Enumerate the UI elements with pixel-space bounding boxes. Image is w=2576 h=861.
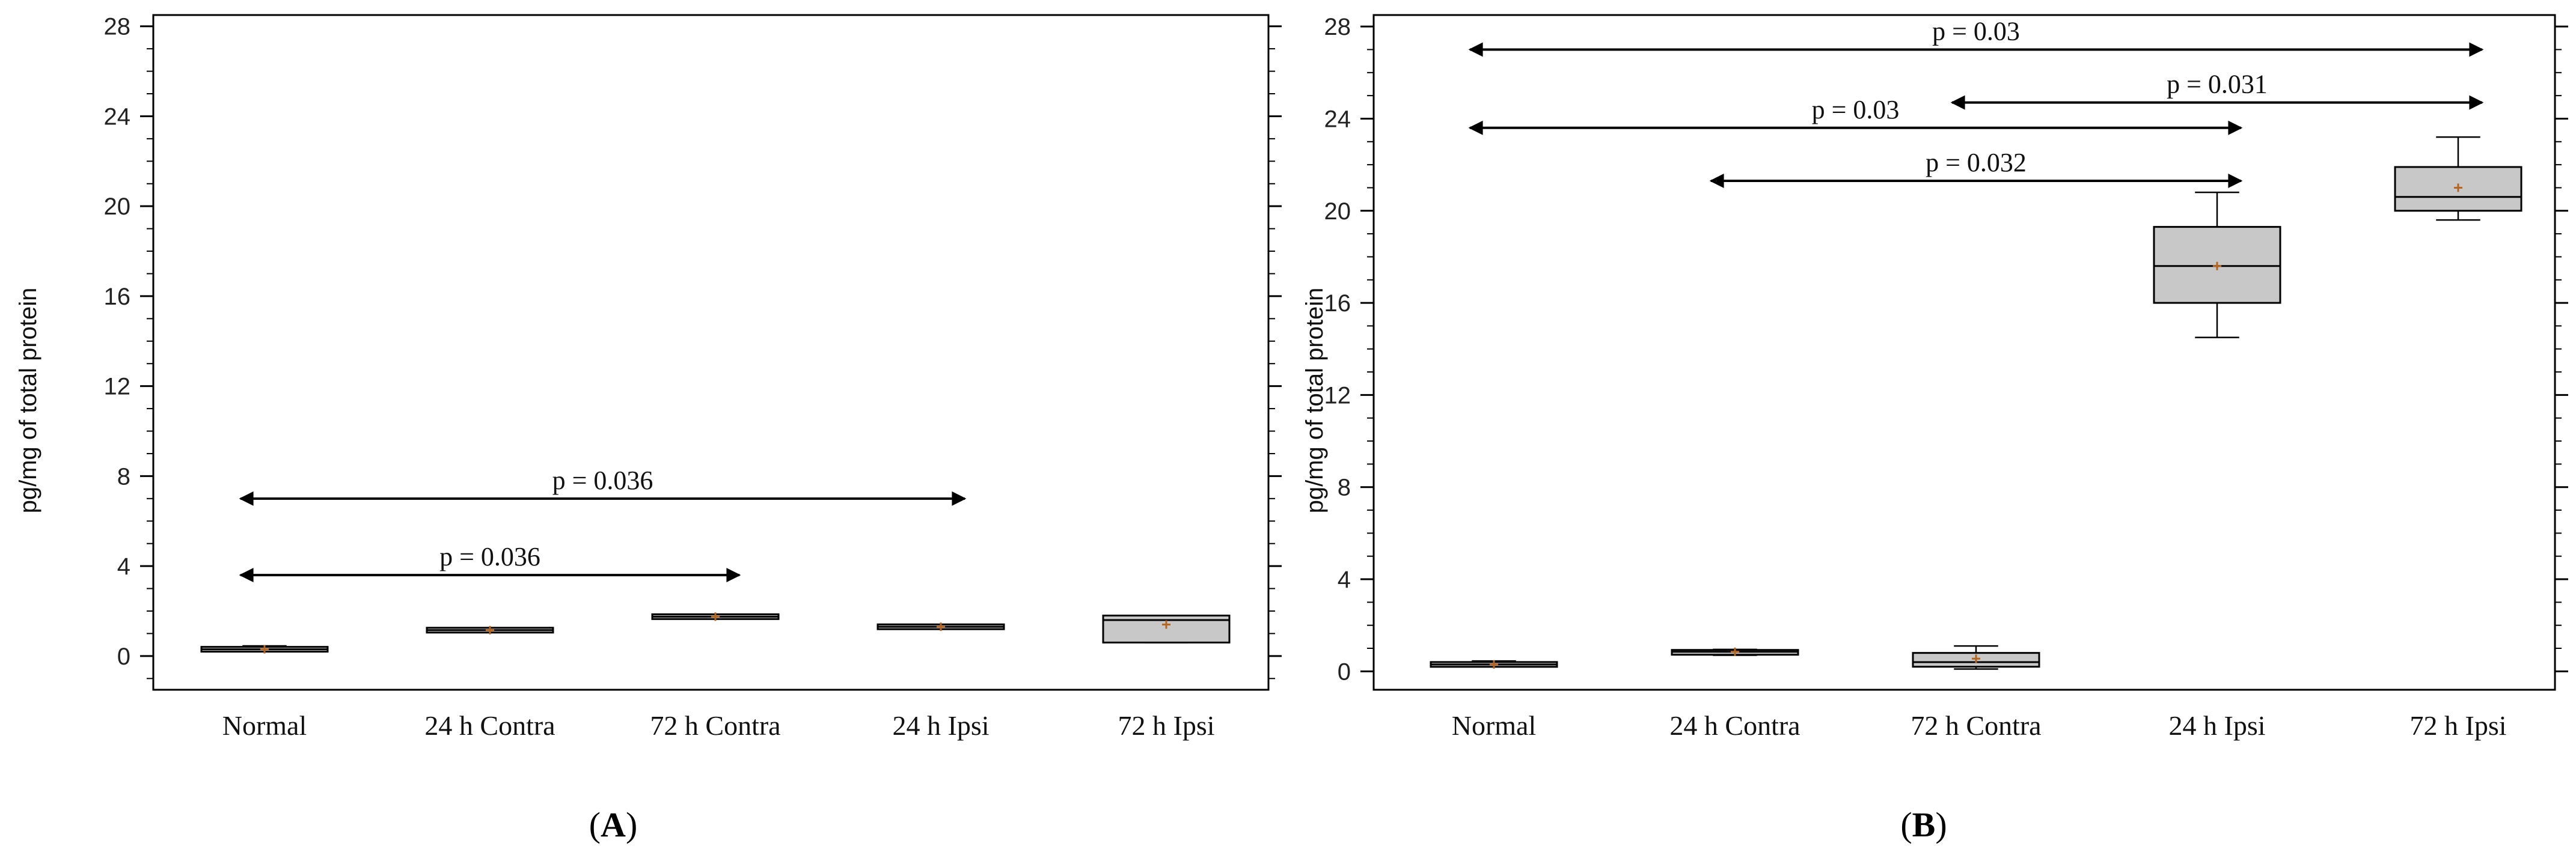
x-category-label: 24 h Contra (1669, 710, 1800, 741)
y-tick-label: 12 (1324, 382, 1351, 409)
y-tick-label: 0 (117, 643, 130, 670)
x-category-label: Normal (222, 710, 307, 741)
box-72-h-ipsi (1102, 614, 1231, 643)
x-category-label: 24 h Ipsi (893, 710, 990, 741)
box-24-h-ipsi (2153, 191, 2281, 338)
box-72-h-ipsi (2394, 136, 2522, 221)
y-tick-label: 24 (1324, 106, 1351, 132)
box-24-h-ipsi (877, 622, 1005, 631)
x-category-label: 72 h Ipsi (1118, 710, 1215, 741)
y-tick-label: 4 (1338, 567, 1351, 593)
y-tick-label: 24 (104, 103, 131, 130)
box-24-h-contra (426, 625, 554, 634)
y-tick-label: 12 (104, 374, 131, 400)
x-category-label: Normal (1452, 710, 1537, 741)
chart-panel-a: 0 4 8 12 16 20 24 28 pg/mg of total protein Norma… (15, 14, 1282, 844)
y-tick-label: 28 (1324, 14, 1351, 40)
x-category-label: 72 h Contra (1911, 710, 2041, 741)
y-axis-title: pg/mg of total protein (1302, 288, 1328, 514)
significance-annotation: p = 0.03 (1468, 95, 2243, 135)
box-normal (1430, 660, 1558, 669)
chart-panel-b: 0 4 8 12 16 20 24 28 pg/mg of total protein Norma… (1302, 14, 2568, 844)
significance-annotation: p = 0.03 (1468, 16, 2484, 57)
box-normal (200, 645, 329, 654)
y-tick-label: 16 (104, 284, 131, 310)
y-tick-label: 8 (1338, 475, 1351, 501)
plot-frame (152, 14, 1270, 691)
x-category-label: 72 h Ipsi (2410, 710, 2507, 741)
y-tick-label: 20 (104, 193, 131, 220)
p-value-label: p = 0.032 (1926, 148, 2027, 177)
y-tick-label: 0 (1338, 659, 1351, 685)
box-72-h-contra (651, 612, 780, 621)
p-value-label: p = 0.036 (552, 466, 653, 495)
y-tick-label: 28 (104, 14, 131, 40)
significance-annotation: p = 0.036 (239, 466, 967, 506)
y-tick-label: 4 (117, 553, 130, 580)
significance-annotation: p = 0.031 (1950, 70, 2484, 110)
p-value-label: p = 0.036 (439, 542, 540, 571)
y-axis-title: pg/mg of total protein (15, 288, 41, 514)
x-category-label: 24 h Contra (424, 710, 555, 741)
p-value-label: p = 0.03 (1932, 16, 2020, 46)
x-category-label: 72 h Contra (650, 710, 780, 741)
panel-label: (A) (589, 805, 638, 844)
y-tick-label: 20 (1324, 198, 1351, 225)
panel-label: (B) (1900, 805, 1947, 844)
significance-annotation: p = 0.036 (239, 542, 741, 583)
y-tick-label: 8 (117, 463, 130, 490)
box-24-h-contra (1671, 647, 1799, 656)
significance-annotation: p = 0.032 (1709, 148, 2243, 188)
p-value-label: p = 0.031 (2167, 70, 2268, 99)
y-tick-label: 16 (1324, 290, 1351, 317)
p-value-label: p = 0.03 (1812, 95, 1900, 124)
plot-frame (1372, 14, 2556, 691)
box-72-h-contra (1912, 645, 2040, 670)
x-category-label: 24 h Ipsi (2169, 710, 2266, 741)
